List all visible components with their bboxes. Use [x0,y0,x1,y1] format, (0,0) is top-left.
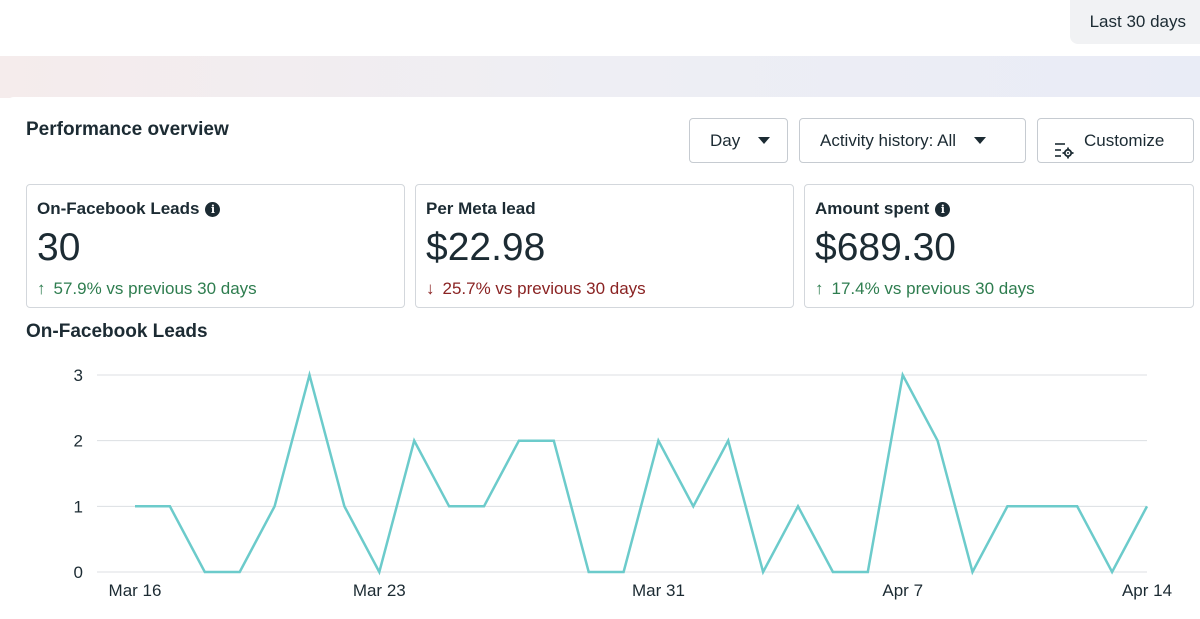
metric-change-text: 57.9% vs previous 30 days [53,279,257,298]
metric-change-text: 25.7% vs previous 30 days [442,279,646,298]
metric-value: 30 [37,226,81,269]
metric-label: Amount spent [815,199,930,218]
chart-title: On-Facebook Leads [26,321,208,342]
metric-label: Per Meta lead [426,199,536,218]
metric-card-leads[interactable]: On-Facebook Leads i 30 ↑ 57.9% vs previo… [26,184,405,308]
activity-history-dropdown[interactable]: Activity history: All [799,118,1026,163]
arrow-up-icon: ↑ [815,279,824,298]
customize-button[interactable]: Customize [1037,118,1194,163]
arrow-up-icon: ↑ [37,279,46,298]
metric-value: $689.30 [815,226,956,269]
customize-label: Customize [1084,131,1165,150]
header-band [0,56,1200,98]
metric-label-row: Amount spent i [815,198,1183,220]
customize-icon [1054,132,1074,158]
metric-value: $22.98 [426,226,546,269]
granularity-label: Day [710,131,741,150]
panel-title: Performance overview [26,119,229,140]
caret-down-icon [758,137,771,144]
metric-change: ↑ 17.4% vs previous 30 days [815,279,1183,299]
metric-change-text: 17.4% vs previous 30 days [831,279,1035,298]
granularity-dropdown[interactable]: Day [689,118,788,163]
metric-card-amount-spent[interactable]: Amount spent i $689.30 ↑ 17.4% vs previo… [804,184,1194,308]
info-icon[interactable]: i [935,201,951,217]
metric-label-row: On-Facebook Leads i [37,198,394,220]
metric-card-per-lead[interactable]: Per Meta lead $22.98 ↓ 25.7% vs previous… [415,184,794,308]
metric-label: On-Facebook Leads [37,199,200,218]
metric-label-row: Per Meta lead [426,198,783,220]
date-range-button[interactable]: Last 30 days [1069,0,1200,44]
activity-history-label: Activity history: All [820,131,957,150]
performance-panel: Performance overview Day Activity histor… [6,97,1200,619]
metric-change: ↑ 57.9% vs previous 30 days [37,279,394,299]
caret-down-icon [974,137,987,144]
top-bar: Last 30 days [0,0,1200,56]
metric-change: ↓ 25.7% vs previous 30 days [426,279,783,299]
info-icon[interactable]: i [205,201,221,217]
arrow-down-icon: ↓ [426,279,435,298]
